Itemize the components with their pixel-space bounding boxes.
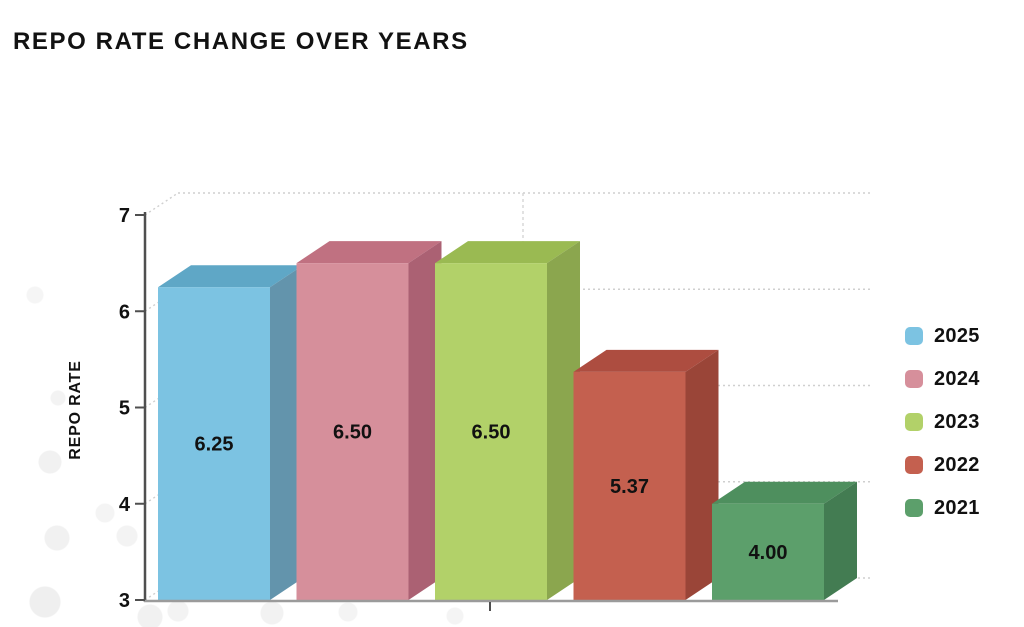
bar-front-face — [296, 263, 409, 600]
legend: 2025 2024 2023 2022 2021 — [905, 325, 980, 519]
bar-top-face — [158, 265, 303, 288]
bar-side-face — [408, 241, 442, 600]
bar-2021: 4.00 — [712, 481, 857, 600]
bar-value-label: 6.25 — [195, 434, 234, 456]
bar-front-face — [158, 287, 270, 600]
legend-label: 2025 — [934, 325, 980, 347]
y-tick-label: 4 — [119, 494, 131, 516]
bar-value-label: 4.00 — [749, 542, 788, 564]
gridline-connector — [144, 577, 179, 601]
gridline-connector — [144, 192, 179, 216]
gridline-connector — [144, 384, 179, 409]
bar-value-label: 6.50 — [333, 422, 372, 444]
y-axis-title: REPO RATE — [67, 360, 84, 459]
bar-side-face — [547, 241, 580, 600]
bar-front-face — [712, 503, 824, 600]
y-tick-label: 5 — [119, 398, 130, 420]
gridline-connector — [144, 288, 179, 312]
legend-item-2024: 2024 — [905, 368, 980, 390]
gridline-connector — [144, 481, 179, 505]
legend-swatch-2024 — [905, 370, 923, 388]
bar-front-face — [435, 263, 547, 600]
legend-item-2022: 2022 — [905, 454, 980, 476]
bar-value-label: 5.37 — [610, 476, 649, 498]
chart-title: REPO RATE CHANGE OVER YEARS — [13, 28, 469, 55]
legend-swatch-2022 — [905, 456, 923, 474]
bar-2024: 6.50 — [296, 241, 442, 600]
legend-swatch-2023 — [905, 413, 923, 431]
bar-side-face — [685, 349, 719, 600]
bar-top-face — [573, 349, 719, 372]
legend-label: 2021 — [934, 497, 980, 519]
bar-top-face — [435, 241, 580, 264]
bar-top-face — [296, 241, 442, 264]
bar-side-face — [270, 265, 303, 600]
y-tick-label: 3 — [119, 590, 130, 612]
bar-2025: 6.25 — [158, 265, 303, 600]
legend-label: 2022 — [934, 454, 980, 476]
y-tick-label: 6 — [119, 301, 130, 323]
bar-top-face — [712, 481, 857, 504]
legend-label: 2023 — [934, 411, 980, 433]
bar-value-label: 6.50 — [472, 422, 511, 444]
legend-item-2021: 2021 — [905, 497, 980, 519]
bar-2023: 6.50 — [435, 241, 580, 600]
bar-side-face — [824, 481, 857, 600]
y-tick-label: 7 — [119, 205, 130, 227]
legend-swatch-2025 — [905, 327, 923, 345]
bar-2022: 5.37 — [573, 349, 719, 600]
bar-front-face — [573, 371, 686, 600]
legend-label: 2024 — [934, 368, 980, 390]
legend-swatch-2021 — [905, 499, 923, 517]
legend-item-2025: 2025 — [905, 325, 980, 347]
legend-item-2023: 2023 — [905, 411, 980, 433]
